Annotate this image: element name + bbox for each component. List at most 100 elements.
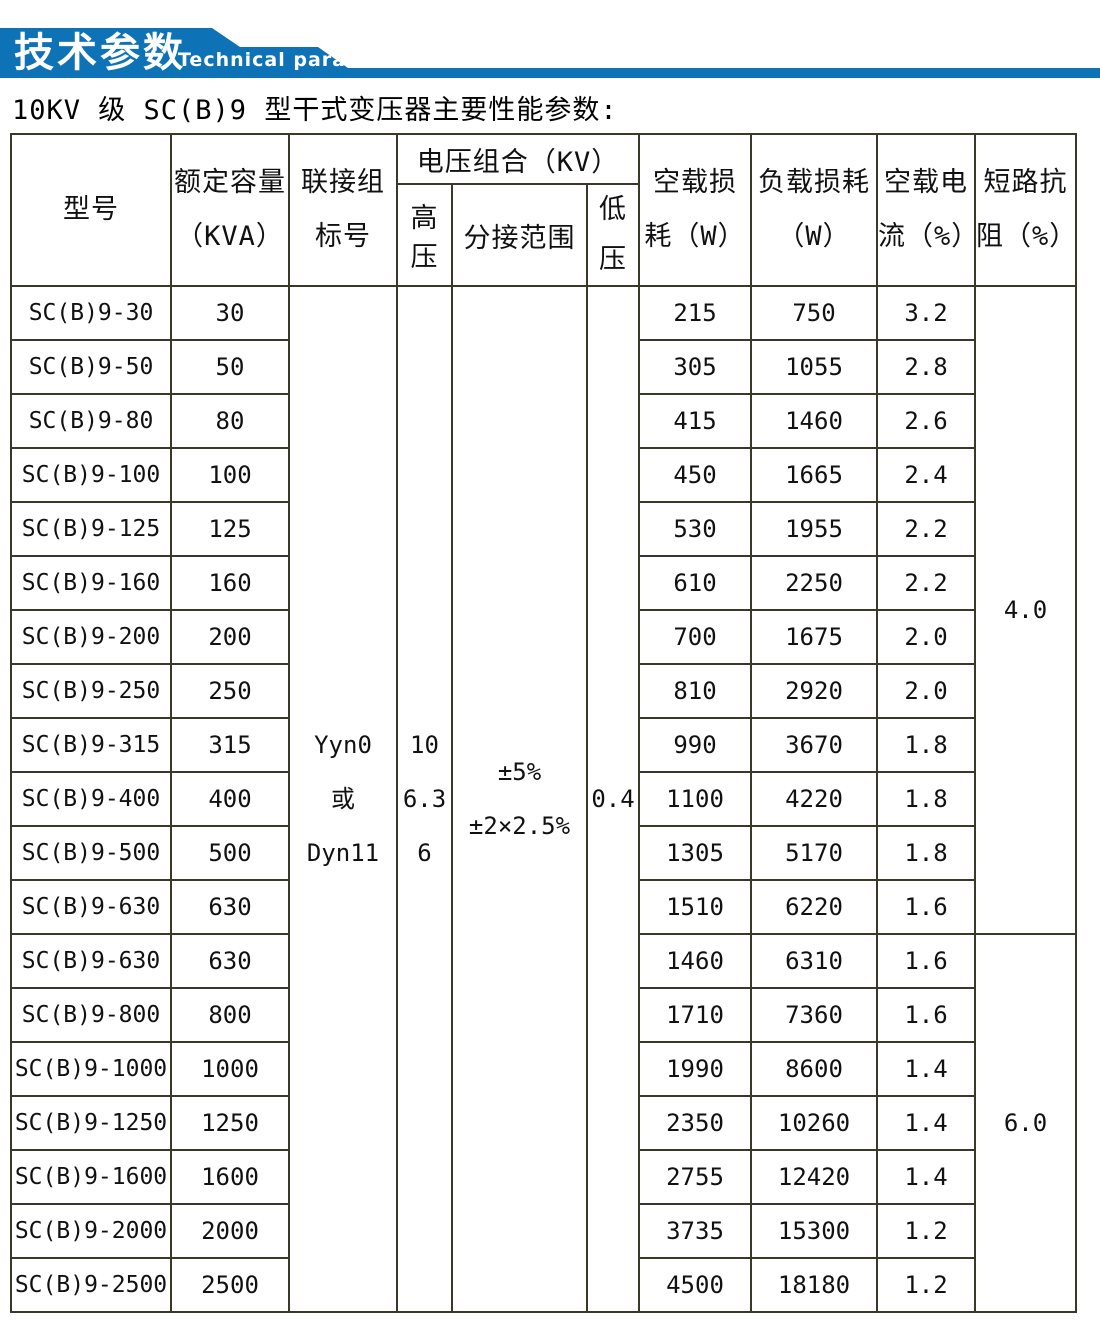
model-cell: SC(B)9-630 [10, 879, 172, 935]
capacity-cell: 1000 [170, 1041, 290, 1097]
capacity-cell: 630 [170, 933, 290, 989]
noload-current-cell: 3.2 [876, 285, 976, 341]
table-row: SC(B)9-80 80 415 1460 2.6 [10, 393, 1076, 449]
noload-current-cell: 2.0 [876, 609, 976, 665]
model-cell: SC(B)9-200 [10, 609, 172, 665]
model-cell: SC(B)9-50 [10, 339, 172, 395]
noload-loss-cell: 4500 [638, 1257, 752, 1313]
model-cell: SC(B)9-400 [10, 771, 172, 827]
load-loss-cell: 6220 [750, 879, 878, 935]
capacity-cell: 2000 [170, 1203, 290, 1259]
noload-loss-cell: 1510 [638, 879, 752, 935]
noload-current-cell: 1.6 [876, 879, 976, 935]
noload-loss-cell: 990 [638, 717, 752, 773]
table-row: SC(B)9-500 500 1305 5170 1.8 [10, 825, 1076, 881]
table-row: SC(B)9-315 315 990 3670 1.8 [10, 717, 1076, 773]
table-row: SC(B)9-1250 1250 2350 10260 1.4 [10, 1095, 1076, 1151]
table-row: SC(B)9-400 400 1100 4220 1.8 [10, 771, 1076, 827]
table-row: SC(B)9-30 30 Yyn0 或 Dyn11 10 6.3 6 ±5% ±2×2.5% 0.4… [10, 285, 1077, 1313]
low-voltage-cell: 0.4 [586, 285, 640, 1313]
noload-loss-cell: 215 [638, 285, 752, 341]
table-row: SC(B)9-50 50 305 1055 2.8 [10, 339, 1076, 395]
load-loss-cell: 4220 [750, 771, 878, 827]
noload-loss-cell: 2755 [638, 1149, 752, 1205]
noload-current-cell: 1.6 [876, 987, 976, 1043]
page-title: 10KV 级 SC(B)9 型干式变压器主要性能参数: [12, 95, 618, 126]
table-row: SC(B)9-630 630 1510 6220 1.6 [10, 879, 1076, 935]
capacity-cell: 160 [170, 555, 290, 611]
banner-subtitle: Technical parameter [178, 49, 415, 71]
capacity-cell: 250 [170, 663, 290, 719]
header-capacity: 额定容量 （KVA） [170, 133, 290, 287]
high-voltage-cell: 10 6.3 6 [396, 285, 453, 1313]
noload-current-cell: 1.8 [876, 771, 976, 827]
table-row: SC(B)9-250 250 810 2920 2.0 [10, 663, 1076, 719]
table-row: SC(B)9-2000 2000 3735 15300 1.2 [10, 1203, 1076, 1259]
connection-group-cell: Yyn0 或 Dyn11 [288, 285, 398, 1313]
load-loss-cell: 12420 [750, 1149, 878, 1205]
impedance-cell: 4.0 [974, 285, 1077, 935]
noload-current-cell: 1.4 [876, 1149, 976, 1205]
header-voltage-combination: 电压组合（KV） [396, 133, 640, 185]
load-loss-cell: 15300 [750, 1203, 878, 1259]
model-cell: SC(B)9-125 [10, 501, 172, 557]
spec-table: 型号 额定容量 （KVA） 联接组 标号 电压组合（KV） 空载损 耗（W） 负… [10, 133, 1077, 1313]
noload-loss-cell: 530 [638, 501, 752, 557]
tap-range-cell: ±5% ±2×2.5% [451, 285, 588, 1313]
noload-current-cell: 1.2 [876, 1203, 976, 1259]
noload-current-cell: 1.6 [876, 933, 976, 989]
noload-current-cell: 2.2 [876, 555, 976, 611]
noload-current-cell: 1.2 [876, 1257, 976, 1313]
model-cell: SC(B)9-1000 [10, 1041, 172, 1097]
load-loss-cell: 7360 [750, 987, 878, 1043]
noload-loss-cell: 450 [638, 447, 752, 503]
load-loss-cell: 1955 [750, 501, 878, 557]
table-row: SC(B)9-800 800 1710 7360 1.6 [10, 987, 1076, 1043]
noload-loss-cell: 810 [638, 663, 752, 719]
capacity-cell: 200 [170, 609, 290, 665]
noload-loss-cell: 415 [638, 393, 752, 449]
model-cell: SC(B)9-250 [10, 663, 172, 719]
noload-current-cell: 2.8 [876, 339, 976, 395]
load-loss-cell: 3670 [750, 717, 878, 773]
noload-loss-cell: 1305 [638, 825, 752, 881]
load-loss-cell: 2920 [750, 663, 878, 719]
load-loss-cell: 1675 [750, 609, 878, 665]
header-load-loss: 负载损耗 （W） [750, 133, 878, 287]
noload-loss-cell: 3735 [638, 1203, 752, 1259]
capacity-cell: 630 [170, 879, 290, 935]
banner: 技术参数 Technical parameter [0, 0, 1100, 80]
table-row: SC(B)9-100 100 450 1665 2.4 [10, 447, 1076, 503]
table-row: SC(B)9-2500 2500 4500 18180 1.2 [10, 1257, 1076, 1313]
model-cell: SC(B)9-160 [10, 555, 172, 611]
load-loss-cell: 18180 [750, 1257, 878, 1313]
table-row: SC(B)9-125 125 530 1955 2.2 [10, 501, 1076, 557]
noload-loss-cell: 610 [638, 555, 752, 611]
model-cell: SC(B)9-630 [10, 933, 172, 989]
table-row: SC(B)9-1000 1000 1990 8600 1.4 [10, 1041, 1076, 1097]
model-cell: SC(B)9-100 [10, 447, 172, 503]
model-cell: SC(B)9-80 [10, 393, 172, 449]
header-low-voltage: 低 压 [586, 183, 640, 287]
header-tap-range: 分接范围 [451, 183, 588, 287]
capacity-cell: 800 [170, 987, 290, 1043]
capacity-cell: 125 [170, 501, 290, 557]
header-model: 型号 [10, 133, 172, 287]
header-noload-loss: 空载损 耗（W） [638, 133, 752, 287]
load-loss-cell: 1460 [750, 393, 878, 449]
noload-current-cell: 1.4 [876, 1095, 976, 1151]
load-loss-cell: 1055 [750, 339, 878, 395]
impedance-cell: 6.0 [974, 933, 1077, 1313]
banner-title: 技术参数 [14, 30, 186, 76]
table-row: SC(B)9-630 630 1460 6310 1.6 6.0 [10, 933, 1077, 1313]
noload-current-cell: 1.8 [876, 717, 976, 773]
load-loss-cell: 1665 [750, 447, 878, 503]
noload-current-cell: 2.6 [876, 393, 976, 449]
noload-current-cell: 1.4 [876, 1041, 976, 1097]
load-loss-cell: 2250 [750, 555, 878, 611]
table-row: SC(B)9-160 160 610 2250 2.2 [10, 555, 1076, 611]
noload-current-cell: 2.4 [876, 447, 976, 503]
noload-loss-cell: 2350 [638, 1095, 752, 1151]
noload-loss-cell: 1710 [638, 987, 752, 1043]
capacity-cell: 500 [170, 825, 290, 881]
